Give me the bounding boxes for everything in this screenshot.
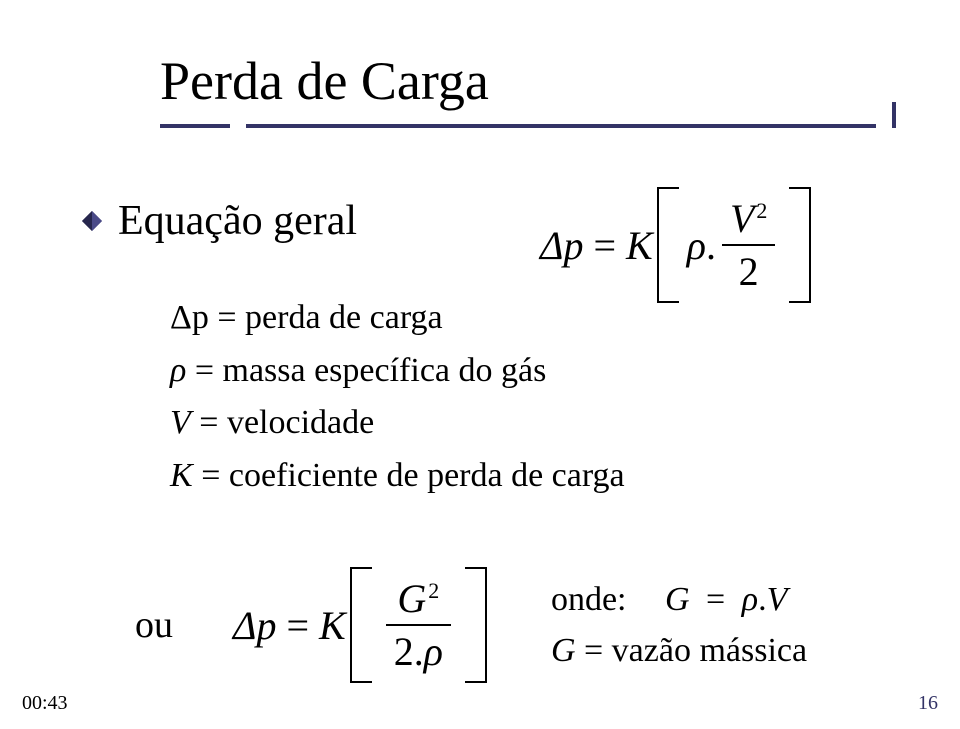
side-rho: ρ <box>742 581 758 618</box>
eq2-K: K <box>319 602 346 649</box>
eq2-lhs: Δp <box>233 602 276 649</box>
def3-txt: = velocidade <box>191 404 374 441</box>
eq1-rho: ρ <box>687 222 706 269</box>
side-eqsign: = <box>706 581 725 618</box>
footer-page: 16 <box>918 692 938 715</box>
bullet-label: Equação geral <box>118 197 357 245</box>
eq1-fraction: V2 2 <box>722 193 775 297</box>
side2-txt: = vazão mássica <box>576 632 808 669</box>
ou-label: ou <box>135 603 173 647</box>
def-row-4: K = coeficiente de perda de carga <box>170 450 625 503</box>
left-bracket-icon <box>350 567 372 683</box>
def-row-2: ρ = massa específica do gás <box>170 345 625 398</box>
eq1-K: K <box>626 222 653 269</box>
onde-label: onde: <box>551 581 627 618</box>
eq2-den-dot: . <box>414 629 424 674</box>
eq1-bracket: ρ . V2 2 <box>653 187 816 303</box>
eq1-den: 2 <box>731 246 767 297</box>
title-underline-short <box>160 124 230 128</box>
slide: Perda de Carga Equação geral Δp = K ρ . <box>0 0 960 729</box>
eq1-num: V2 <box>722 193 775 244</box>
eq2-den: 2.ρ <box>386 626 451 677</box>
eq1-eq: = <box>593 222 616 269</box>
side-dot: . <box>758 581 767 618</box>
eq2-den-2: 2 <box>394 629 414 674</box>
equation-alt: Δp = K G2 2.ρ <box>233 567 491 683</box>
side-eq: G = ρ.V <box>665 581 787 618</box>
def1-sym: Δp <box>170 299 209 336</box>
def4-sym: K <box>170 457 193 494</box>
eq1-lhs: Δp <box>540 222 583 269</box>
def-row-1: Δp = perda de carga <box>170 292 625 345</box>
bullet-icon <box>80 209 104 233</box>
left-bracket-icon <box>657 187 679 303</box>
eq2-G: G <box>397 576 426 621</box>
eq2-bracket: G2 2.ρ <box>346 567 491 683</box>
eq2-exp: 2 <box>428 578 439 603</box>
def2-txt: = massa específica do gás <box>186 352 546 389</box>
right-bracket-icon <box>789 187 811 303</box>
title-block: Perda de Carga <box>160 50 910 112</box>
title-underline-long <box>246 124 876 128</box>
footer-time: 00:43 <box>22 692 68 715</box>
eq1-exp: 2 <box>756 198 767 223</box>
def-row-3: V = velocidade <box>170 397 625 450</box>
bullet-row: Equação geral <box>80 197 357 245</box>
eq2-den-rho: ρ <box>424 629 443 674</box>
eq1-dot: . <box>706 222 716 269</box>
right-bracket-icon <box>465 567 487 683</box>
side-line2: G = vazão mássica <box>551 625 807 676</box>
eq2-bracket-content: G2 2.ρ <box>376 567 461 683</box>
side-definitions: onde: G = ρ.V G = vazão mássica <box>551 574 807 676</box>
side-G: G <box>665 581 690 618</box>
def3-sym: V <box>170 404 191 441</box>
definitions: Δp = perda de carga ρ = massa específica… <box>170 292 625 503</box>
def1-txt: = perda de carga <box>209 299 443 336</box>
eq2-num: G2 <box>389 573 447 624</box>
eq1-bracket-content: ρ . V2 2 <box>683 187 786 303</box>
slide-title: Perda de Carga <box>160 50 910 112</box>
def4-txt: = coeficiente de perda de carga <box>193 457 625 494</box>
equation-main: Δp = K ρ . V2 2 <box>540 187 815 303</box>
eq2-fraction: G2 2.ρ <box>386 573 451 677</box>
side2-G: G <box>551 632 576 669</box>
eq2-eq: = <box>286 602 309 649</box>
second-row: ou Δp = K G2 2.ρ <box>135 567 807 683</box>
side-V: V <box>767 581 788 618</box>
eq1-V: V <box>730 196 754 241</box>
def2-sym: ρ <box>170 352 186 389</box>
title-underline-stub <box>892 102 896 128</box>
body: Equação geral Δp = K ρ . V2 2 <box>50 197 910 697</box>
side-line1: onde: G = ρ.V <box>551 574 807 625</box>
